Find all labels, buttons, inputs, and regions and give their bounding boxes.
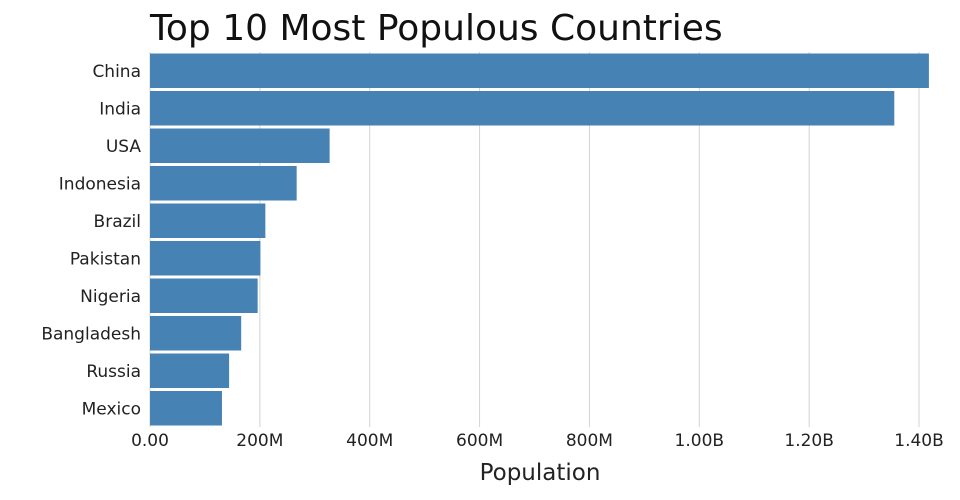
x-tick-label: 0.00	[131, 431, 169, 451]
category-label-pakistan: Pakistan	[70, 249, 141, 269]
category-label-russia: Russia	[86, 362, 141, 382]
x-tick-label: 1.40B	[894, 431, 944, 451]
bars	[150, 53, 929, 426]
bar-indonesia	[150, 166, 297, 201]
bar-pakistan	[150, 241, 261, 276]
category-label-india: India	[99, 99, 141, 119]
category-label-bangladesh: Bangladesh	[41, 324, 141, 344]
bar-brazil	[150, 203, 266, 238]
x-tick-label: 200M	[236, 431, 283, 451]
category-label-china: China	[92, 62, 141, 82]
chart-title: Top 10 Most Populous Countries	[149, 8, 723, 49]
category-label-brazil: Brazil	[94, 212, 141, 232]
bar-china	[150, 53, 929, 88]
x-tick-labels: 0.00 200M 400M 600M 800M 1.00B 1.20B 1.40B	[131, 431, 944, 451]
category-labels: China India USA Indonesia Brazil Pakistan Nige…	[41, 62, 141, 420]
category-label-usa: USA	[106, 137, 142, 157]
x-tick-label: 1.20B	[784, 431, 834, 451]
category-label-indonesia: Indonesia	[59, 174, 141, 194]
x-tick-label: 800M	[566, 431, 613, 451]
category-label-mexico: Mexico	[82, 399, 141, 419]
bar-nigeria	[150, 278, 258, 313]
bar-mexico	[150, 391, 222, 426]
category-label-nigeria: Nigeria	[80, 287, 141, 307]
x-tick-label: 600M	[456, 431, 503, 451]
bar-usa	[150, 128, 330, 163]
bar-india	[150, 91, 895, 126]
bar-russia	[150, 353, 230, 388]
x-tick-label: 1.00B	[675, 431, 725, 451]
x-tick-label: 400M	[346, 431, 393, 451]
bar-bangladesh	[150, 316, 242, 351]
x-axis-title: Population	[480, 460, 601, 486]
